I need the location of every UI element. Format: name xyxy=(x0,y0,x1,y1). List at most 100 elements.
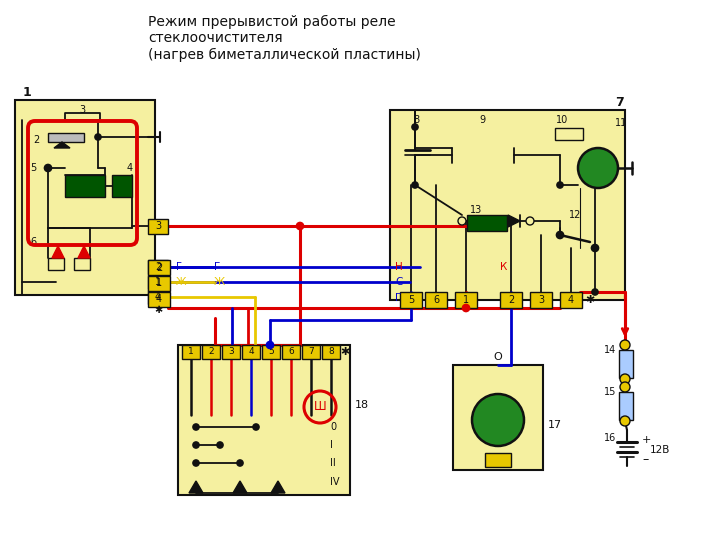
Text: 18: 18 xyxy=(355,400,369,410)
Text: 3: 3 xyxy=(155,221,161,231)
Bar xyxy=(148,219,168,234)
Text: 12В: 12В xyxy=(650,445,670,455)
Circle shape xyxy=(620,340,630,350)
Bar xyxy=(148,260,170,275)
Text: IV: IV xyxy=(330,477,340,487)
Bar xyxy=(555,128,583,140)
Text: Ш: Ш xyxy=(314,401,326,414)
Bar xyxy=(65,175,105,197)
Text: Г: Г xyxy=(214,262,220,272)
Text: 3: 3 xyxy=(228,348,234,356)
Bar xyxy=(619,392,633,420)
Text: 4: 4 xyxy=(248,348,254,356)
Text: 16: 16 xyxy=(604,433,616,443)
Circle shape xyxy=(412,124,418,130)
Text: 4: 4 xyxy=(127,163,133,173)
Bar xyxy=(202,345,220,359)
Text: 17: 17 xyxy=(548,420,562,430)
Bar xyxy=(425,292,447,308)
Text: 4: 4 xyxy=(155,292,161,302)
Text: 2: 2 xyxy=(155,262,161,272)
Text: 5: 5 xyxy=(30,163,36,173)
Bar xyxy=(262,345,280,359)
Bar xyxy=(178,345,350,495)
Text: 2: 2 xyxy=(508,295,514,305)
Circle shape xyxy=(193,442,199,448)
Circle shape xyxy=(578,148,618,188)
Circle shape xyxy=(458,217,466,225)
Circle shape xyxy=(217,442,223,448)
Bar xyxy=(222,345,240,359)
Text: 6: 6 xyxy=(288,348,294,356)
Text: 1: 1 xyxy=(463,295,469,305)
Bar xyxy=(390,110,625,300)
Bar xyxy=(148,260,168,274)
Bar xyxy=(112,175,132,197)
Text: 11: 11 xyxy=(615,118,627,128)
Circle shape xyxy=(462,305,469,312)
Polygon shape xyxy=(508,215,520,227)
Text: 2: 2 xyxy=(156,263,162,273)
Bar xyxy=(15,100,155,295)
Text: 3: 3 xyxy=(538,295,544,305)
Bar xyxy=(48,258,64,270)
Text: +: + xyxy=(642,435,652,445)
Bar xyxy=(182,345,200,359)
Text: Н: Н xyxy=(395,262,402,272)
Bar xyxy=(455,292,477,308)
Text: Ж: Ж xyxy=(176,277,186,287)
Text: 1: 1 xyxy=(156,278,162,288)
Text: 6: 6 xyxy=(30,237,36,247)
Text: 14: 14 xyxy=(604,345,616,355)
Text: I: I xyxy=(330,440,333,450)
Text: 8: 8 xyxy=(413,115,419,125)
Circle shape xyxy=(620,416,630,426)
Circle shape xyxy=(193,424,199,430)
Text: ✱: ✱ xyxy=(341,347,350,357)
Bar xyxy=(48,133,84,142)
Circle shape xyxy=(557,182,563,188)
Text: Режим прерывистой работы реле
стеклоочистителя
(нагрев биметаллической пластины): Режим прерывистой работы реле стеклоочис… xyxy=(148,15,421,62)
Bar xyxy=(148,275,168,289)
Circle shape xyxy=(95,134,101,140)
Circle shape xyxy=(592,289,598,295)
Bar xyxy=(560,292,582,308)
Text: 1: 1 xyxy=(188,348,194,356)
Circle shape xyxy=(472,394,524,446)
Bar xyxy=(619,350,633,378)
Text: 13: 13 xyxy=(470,205,482,215)
Text: Ж: Ж xyxy=(214,277,225,287)
Text: 5: 5 xyxy=(268,348,274,356)
Polygon shape xyxy=(271,481,285,493)
Text: –: – xyxy=(642,454,648,467)
Text: 4: 4 xyxy=(156,294,162,304)
Text: 10: 10 xyxy=(556,115,568,125)
Bar xyxy=(400,292,422,308)
Bar xyxy=(322,345,340,359)
Circle shape xyxy=(412,182,418,188)
Text: 1: 1 xyxy=(23,86,32,99)
Polygon shape xyxy=(233,481,247,493)
Text: К: К xyxy=(500,262,508,272)
Circle shape xyxy=(266,341,274,348)
Bar xyxy=(453,365,543,470)
Text: 0: 0 xyxy=(330,422,336,432)
Circle shape xyxy=(620,382,630,392)
Text: 2: 2 xyxy=(208,348,214,356)
Circle shape xyxy=(526,217,534,225)
Text: 3: 3 xyxy=(79,105,85,115)
Text: О: О xyxy=(494,352,503,362)
Bar xyxy=(485,453,511,467)
Circle shape xyxy=(592,245,598,252)
Bar xyxy=(530,292,552,308)
Polygon shape xyxy=(52,246,64,258)
Text: II: II xyxy=(330,458,336,468)
Circle shape xyxy=(253,424,259,430)
Bar xyxy=(302,345,320,359)
Text: 7: 7 xyxy=(615,96,624,109)
Polygon shape xyxy=(189,481,203,493)
Text: 7: 7 xyxy=(308,348,314,356)
Circle shape xyxy=(620,374,630,384)
Text: 4: 4 xyxy=(568,295,574,305)
Text: С: С xyxy=(395,277,402,287)
